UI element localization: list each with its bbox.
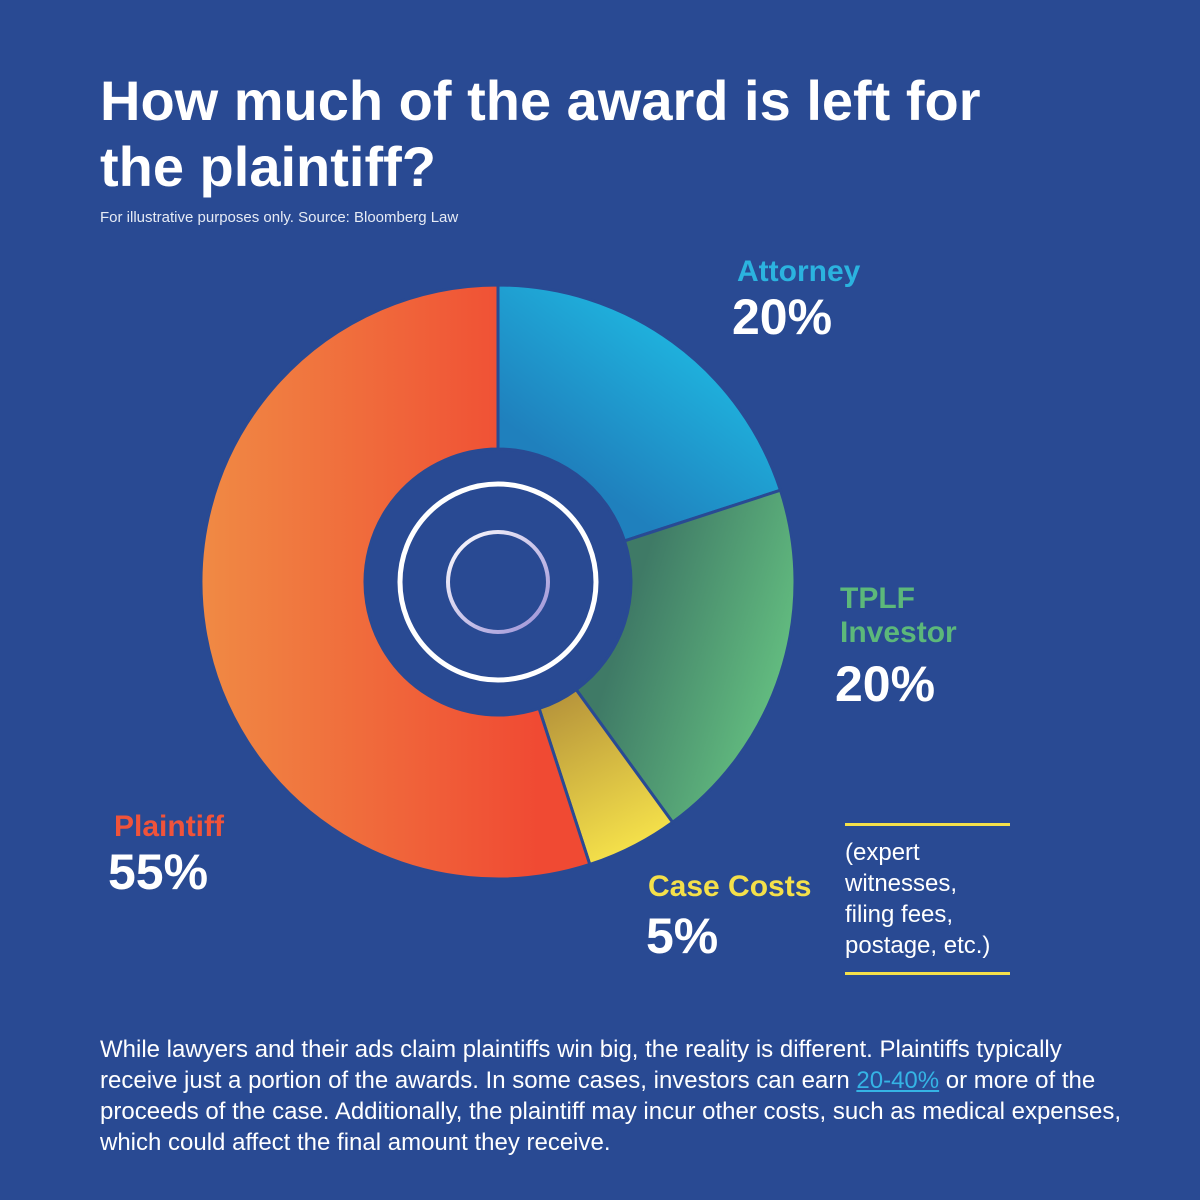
label-attorney: Attorney 20% — [732, 255, 860, 345]
slice-plaintiff — [199, 283, 592, 881]
note-line: witnesses, — [845, 870, 958, 897]
investor-name-line2: Investor — [840, 616, 957, 649]
note-line: (expert — [845, 839, 920, 866]
note-line: filing fees, — [845, 901, 954, 928]
source-note: For illustrative purposes only. Source: … — [100, 209, 459, 226]
case-costs-name: Case Costs — [648, 870, 812, 903]
plaintiff-value: 55% — [108, 844, 209, 900]
label-plaintiff: Plaintiff 55% — [108, 810, 224, 900]
investor-value: 20% — [835, 656, 936, 712]
slice-attorney — [496, 283, 783, 543]
center-ring-icon — [397, 481, 599, 683]
attorney-value: 20% — [732, 289, 833, 345]
inner-ring-icon — [446, 530, 550, 634]
slice-tplf-investor — [574, 488, 797, 825]
page-title: How much of the award is left for the pl… — [100, 69, 981, 198]
case-costs-value: 5% — [646, 908, 719, 964]
body-paragraph: While lawyers and their ads claim plaint… — [100, 1034, 1140, 1158]
label-investor: TPLF Investor 20% — [835, 582, 957, 712]
plaintiff-name: Plaintiff — [114, 810, 224, 843]
case-costs-note: (expert witnesses, filing fees, postage,… — [845, 837, 1025, 961]
body-text-start: While lawyers and their ads claim plaint… — [100, 1036, 1062, 1094]
outer-ring-icon — [397, 481, 599, 683]
note-divider-bottom — [845, 972, 1010, 975]
body-text-end: or more of the proceeds of the case. Add… — [100, 1067, 1121, 1156]
label-case-costs: Case Costs 5% — [646, 870, 811, 964]
note-line: postage, etc.) — [845, 932, 991, 959]
note-divider-top — [845, 823, 1010, 826]
investor-earnings-link[interactable]: 20-40% — [856, 1067, 940, 1094]
attorney-name: Attorney — [737, 255, 861, 288]
investor-name-line1: TPLF — [840, 582, 915, 615]
